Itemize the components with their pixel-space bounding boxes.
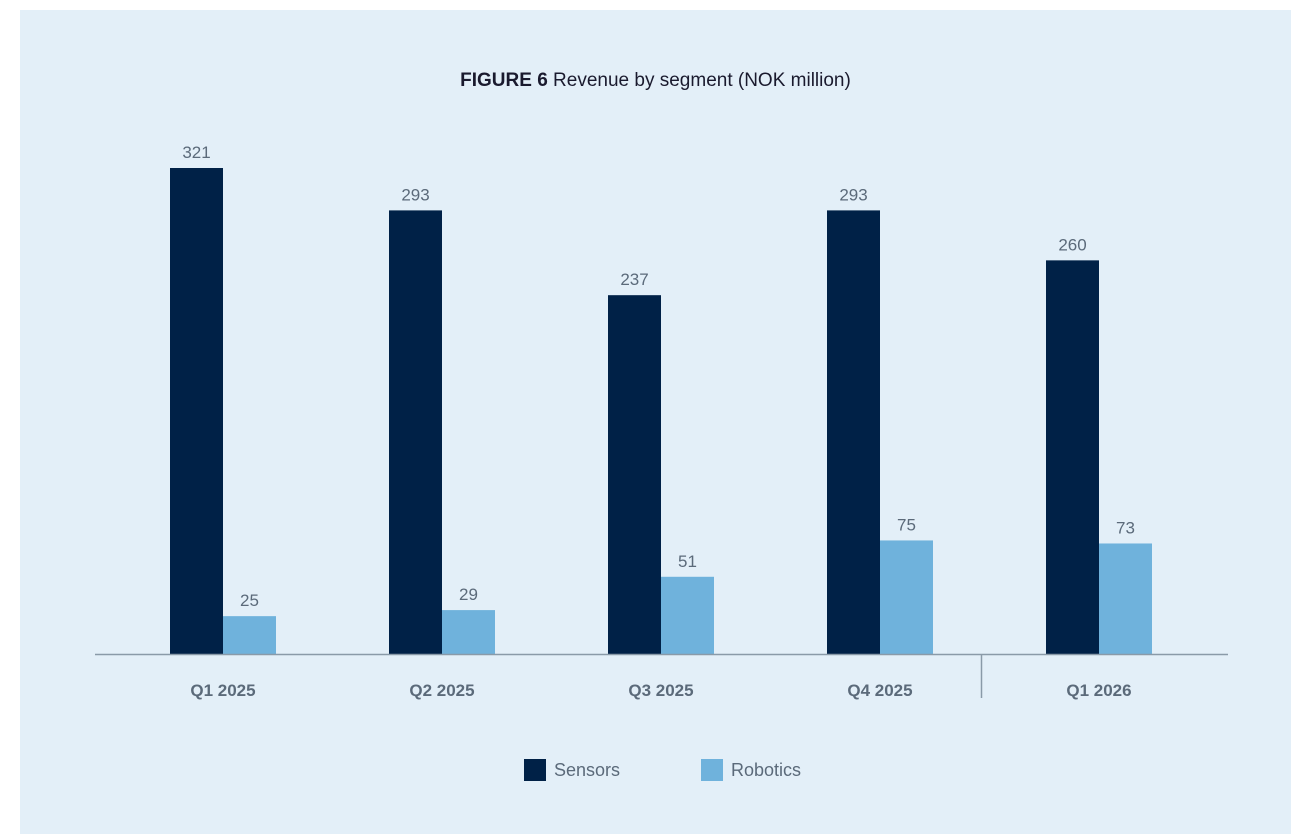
data-label-robotics-q1-2025: 25 (240, 591, 259, 610)
data-label-sensors-q4-2025: 293 (839, 185, 867, 204)
bar-robotics-q4-2025 (880, 540, 933, 654)
data-label-robotics-q3-2025: 51 (678, 552, 697, 571)
bar-sensors-q1-2025 (170, 168, 223, 654)
data-label-sensors-q2-2025: 293 (401, 185, 429, 204)
bar-robotics-q1-2026 (1099, 543, 1152, 654)
bar-sensors-q4-2025 (827, 210, 880, 654)
legend-swatch-sensors (524, 759, 546, 781)
bar-sensors-q1-2026 (1046, 260, 1099, 654)
data-label-sensors-q3-2025: 237 (620, 270, 648, 289)
bar-robotics-q2-2025 (442, 610, 495, 654)
data-label-robotics-q2-2025: 29 (459, 585, 478, 604)
legend: Sensors Robotics (20, 758, 1291, 782)
bar-sensors-q2-2025 (389, 210, 442, 654)
category-label: Q1 2026 (1066, 681, 1131, 700)
legend-item-sensors: Sensors (524, 758, 620, 782)
category-label: Q1 2025 (190, 681, 255, 700)
data-label-robotics-q4-2025: 75 (897, 515, 916, 534)
chart-title-figure-number: FIGURE 6 (460, 70, 548, 91)
legend-item-robotics: Robotics (701, 758, 801, 782)
data-label-robotics-q1-2026: 73 (1116, 518, 1135, 537)
bar-robotics-q3-2025 (661, 576, 714, 654)
bar-robotics-q1-2025 (223, 616, 276, 654)
chart-title: FIGURE 6 Revenue by segment (NOK million… (20, 70, 1291, 92)
bar-sensors-q3-2025 (608, 295, 661, 654)
chart-title-text: Revenue by segment (NOK million) (553, 70, 851, 91)
category-label: Q4 2025 (847, 681, 912, 700)
data-label-sensors-q1-2025: 321 (182, 143, 210, 162)
category-label: Q2 2025 (409, 681, 474, 700)
category-label: Q3 2025 (628, 681, 693, 700)
chart-panel: FIGURE 6 Revenue by segment (NOK million… (20, 10, 1291, 834)
legend-label-robotics: Robotics (731, 759, 802, 780)
legend-swatch-robotics (701, 759, 723, 781)
data-label-sensors-q1-2026: 260 (1058, 235, 1086, 254)
legend-label-sensors: Sensors (554, 759, 621, 780)
bar-chart: 321 25 Q1 2025 293 29 Q2 2025 237 51 Q3 2025 293 7… (95, 143, 1228, 700)
